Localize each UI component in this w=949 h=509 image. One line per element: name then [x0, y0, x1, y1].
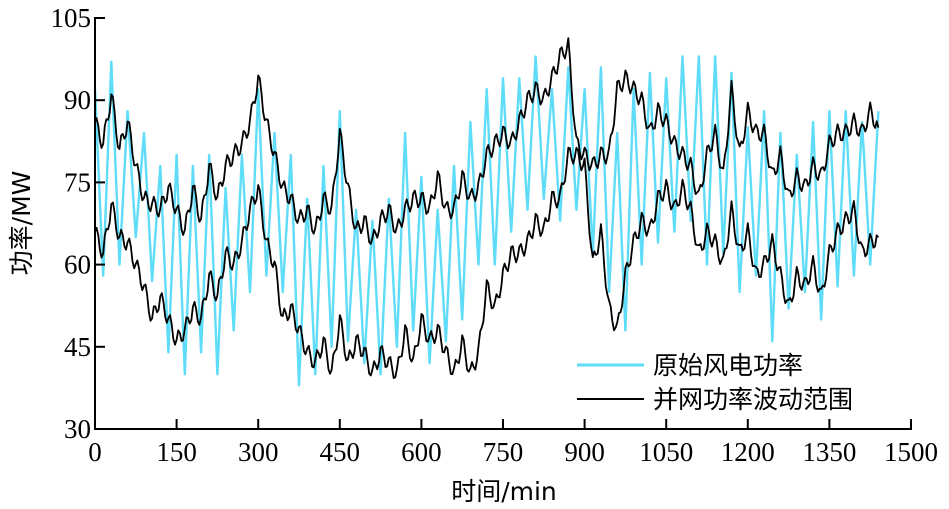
x-tick-label: 300: [238, 437, 279, 467]
y-axis-title: 功率/MW: [7, 171, 36, 276]
y-tick-label: 45: [64, 332, 91, 362]
y-tick-label: 60: [64, 250, 91, 280]
y-tick-label: 90: [64, 85, 91, 115]
series-original-power: [93, 55, 880, 387]
x-tick-label: 750: [483, 437, 524, 467]
series-band-upper: [94, 37, 880, 245]
legend: 原始风电功率 并网功率波动范围: [577, 351, 853, 414]
x-axis-title: 时间/min: [451, 477, 557, 506]
x-tick-label: 150: [156, 437, 197, 467]
x-tick-label: 1500: [884, 437, 938, 467]
x-tick-label: 1200: [721, 437, 775, 467]
x-tick-label: 900: [564, 437, 605, 467]
axis-frame: [94, 17, 912, 430]
legend-label-original: 原始风电功率: [653, 351, 803, 380]
y-tick-label: 30: [64, 414, 91, 444]
legend-label-band: 并网功率波动范围: [653, 385, 853, 414]
x-tick-label: 450: [320, 437, 361, 467]
y-tick-label: 75: [64, 167, 91, 197]
x-tick-label: 1350: [802, 437, 856, 467]
x-tick-label: 1050: [639, 437, 693, 467]
x-tick-label: 0: [88, 437, 102, 467]
x-tick-label: 600: [401, 437, 442, 467]
y-tick-label: 105: [51, 3, 92, 33]
plot-series: [93, 37, 880, 387]
series-band-lower: [94, 146, 880, 380]
